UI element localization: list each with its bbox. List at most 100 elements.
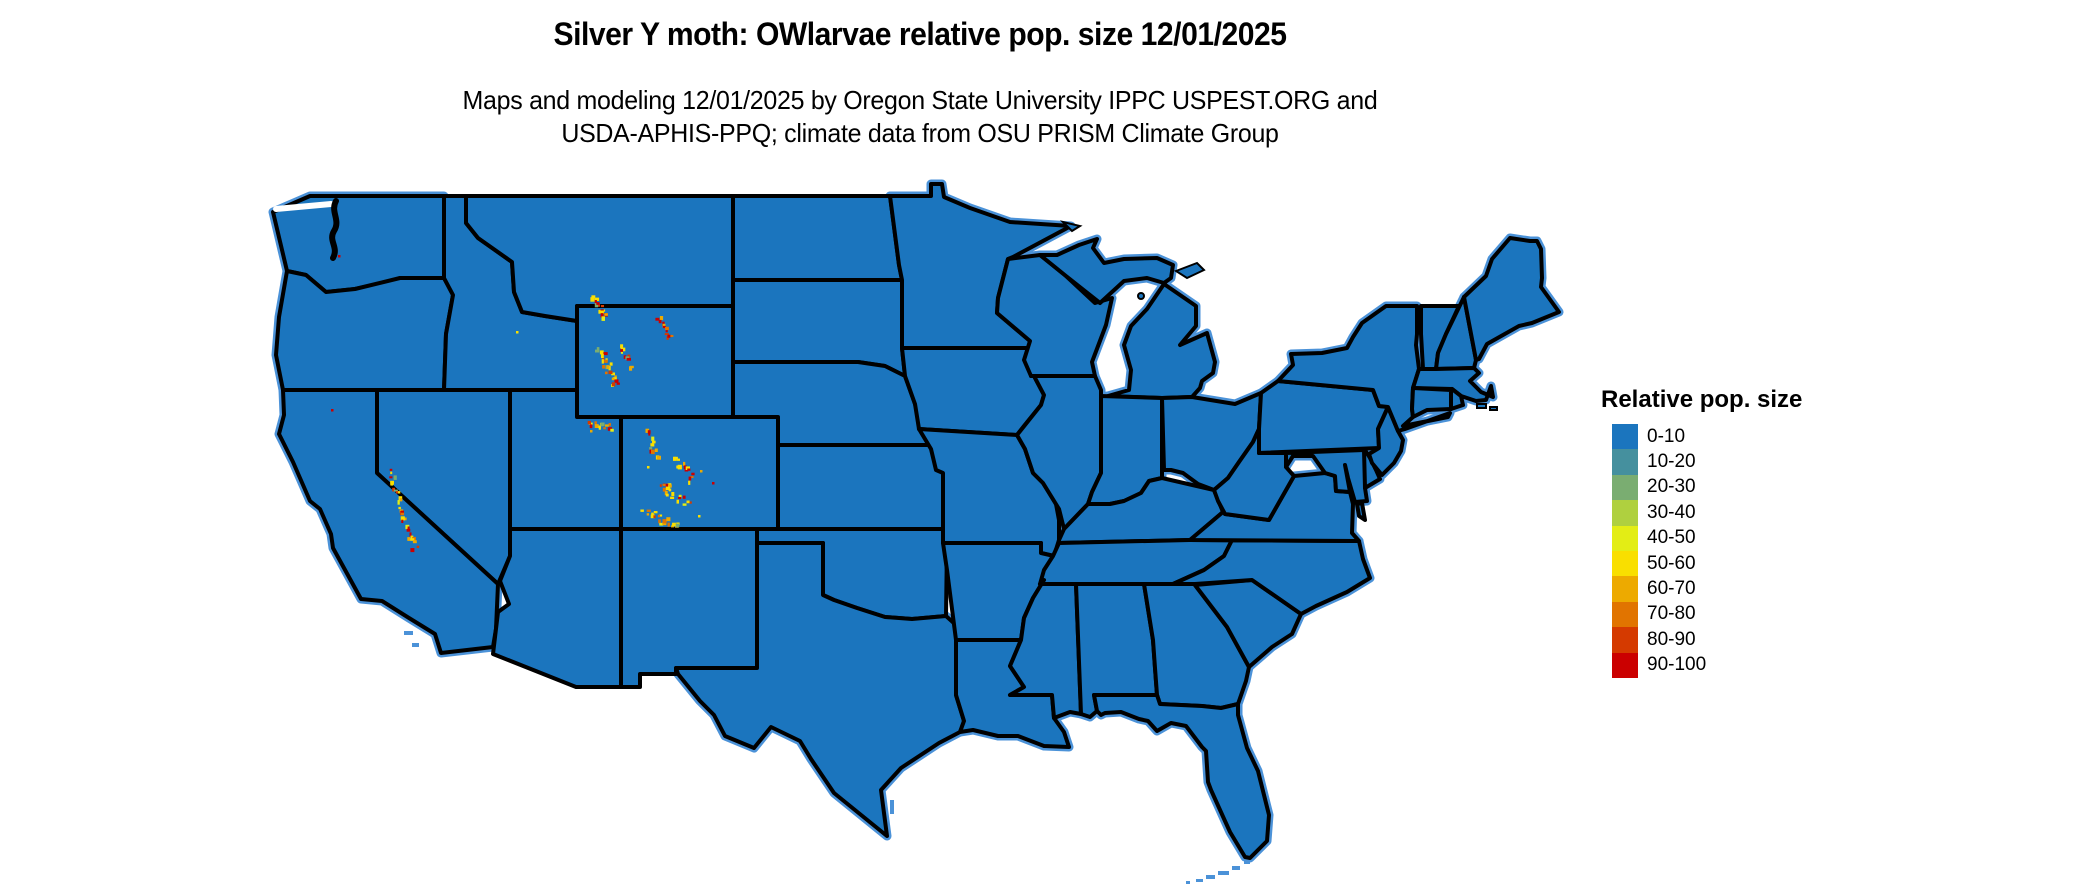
hotspot-wind-river: [611, 377, 615, 381]
hotspot-bighorn: [658, 319, 662, 324]
hotspot-absaroka-beartooth: [594, 297, 600, 301]
hotspot-absaroka-beartooth: [601, 305, 604, 308]
legend-swatch: [1612, 500, 1638, 526]
hotspot-uinta: [594, 421, 597, 425]
hotspot-absaroka-beartooth: [604, 313, 608, 316]
hotspot-dot: [698, 515, 701, 518]
hotspot-sawatch: [678, 494, 682, 499]
marthas-vineyard-island: [1476, 403, 1487, 409]
hotspot-gore-range: [688, 480, 691, 485]
hotspot-gore-range: [691, 472, 695, 476]
hotspot-sierra-south: [412, 540, 417, 544]
hotspot-bighorn: [662, 323, 666, 328]
hotspot-sierra-north: [390, 471, 393, 475]
hotspot-uinta: [608, 423, 611, 427]
hotspot-bighorn: [664, 333, 669, 336]
hotspot-front-range: [656, 455, 661, 460]
hotspot-sierra-south: [407, 526, 410, 531]
beaver-island: [1137, 292, 1145, 300]
hotspot-sawatch: [682, 503, 687, 506]
hotspot-sierra-south: [409, 532, 412, 537]
hotspot-sawatch: [671, 492, 675, 496]
hotspot-sierra-north: [393, 489, 398, 492]
state-nc: [1171, 538, 1372, 616]
hotspot-wind-river: [611, 382, 616, 387]
state-mi-upper: [1038, 237, 1175, 305]
legend-item: 30-40: [1612, 500, 1802, 526]
hotspot-sierra-north: [398, 506, 401, 510]
legend-swatch: [1612, 525, 1638, 551]
hotspot-sawatch: [686, 500, 690, 504]
hotspot-bighorn: [659, 316, 664, 321]
hotspot-wind-river-east: [620, 344, 624, 349]
hotspot-uinta: [598, 426, 601, 430]
padre-island: [890, 800, 894, 814]
hotspot-san-juan: [657, 514, 660, 518]
hotspot-san-juan: [650, 514, 655, 519]
hotspot-san-juan: [672, 522, 676, 527]
legend-swatch: [1612, 576, 1638, 602]
hotspot-wind-river-east: [621, 347, 626, 352]
hotspot-sierra-south: [410, 538, 415, 541]
hotspot-sierra-north: [399, 498, 403, 502]
hotspot-wind-river: [595, 349, 600, 353]
florida-keys: [1186, 881, 1190, 884]
hotspot-san-juan: [666, 517, 671, 522]
hotspot-sawatch: [665, 493, 669, 497]
hotspot-wind-river: [614, 379, 619, 383]
legend-item: 80-90: [1612, 627, 1802, 653]
hotspot-sierra-north: [390, 482, 394, 486]
hotspot-front-range: [654, 448, 658, 452]
isle-royale-island: [1059, 220, 1083, 233]
hotspot-san-juan: [646, 509, 651, 512]
legend-item: 60-70: [1612, 576, 1802, 602]
florida-keys: [1232, 866, 1240, 870]
hotspot-absaroka-beartooth: [599, 310, 604, 314]
hotspot-uinta: [607, 427, 613, 431]
subtitle-line-1: Maps and modeling 12/01/2025 by Oregon S…: [462, 85, 1378, 115]
legend-title: Relative pop. size: [1601, 386, 1803, 413]
hotspot-front-range: [645, 428, 650, 433]
hotspot-wind-river: [606, 365, 610, 369]
hotspot-wind-river: [614, 375, 617, 378]
strait-juan-de-fuca: [273, 201, 334, 212]
legend-swatch: [1612, 601, 1638, 628]
hotspot-sierra-south: [403, 517, 407, 521]
hotspot-wind-river: [596, 347, 600, 351]
hotspot-san-juan: [671, 525, 674, 528]
hotspot-san-juan: [651, 512, 654, 517]
hotspot-sierra-south: [401, 519, 404, 523]
hotspot-bighorn: [666, 336, 669, 340]
hotspot-absaroka-beartooth: [590, 297, 595, 302]
hotspot-sawatch: [664, 490, 668, 496]
hotspot-sierra-south: [407, 537, 411, 541]
manitoulin-island: [1173, 261, 1206, 280]
hotspot-absaroka-beartooth: [601, 316, 605, 321]
legend-label: 90-100: [1647, 654, 1707, 676]
hotspot-wind-river: [609, 362, 613, 366]
hotspot-wind-river: [602, 365, 606, 369]
hotspot-sawatch: [665, 483, 669, 488]
legend: Relative pop. size 0-10 10-20 20-30 30-40 40…: [1601, 386, 1802, 678]
hotspot-sierra-north: [393, 475, 397, 480]
hotspot-sawatch: [670, 496, 675, 499]
state-co: [619, 415, 780, 531]
hotspot-sierra-south: [405, 524, 410, 530]
figure-subtitle: Maps and modeling 12/01/2025 by Oregon S…: [37, 84, 1803, 150]
state-pa: [1257, 379, 1390, 455]
hotspot-wind-river-east: [620, 349, 623, 352]
hotspot-front-range: [652, 440, 656, 444]
hotspot-front-range: [648, 433, 651, 436]
state-sc: [1193, 578, 1303, 669]
hotspot-san-juan: [667, 522, 670, 527]
hotspot-sierra-north: [392, 487, 396, 492]
legend-item: 20-30: [1612, 474, 1802, 501]
legend-swatch: [1612, 449, 1638, 475]
hotspot-wind-river: [611, 372, 615, 376]
hotspot-wind-river: [605, 371, 608, 375]
state-va-eastern-shore: [1355, 501, 1367, 522]
hotspot-sawatch: [676, 499, 679, 504]
hotspot-uinta: [603, 427, 606, 430]
hotspot-wind-river: [604, 359, 608, 363]
legend-item: 40-50: [1612, 525, 1802, 551]
